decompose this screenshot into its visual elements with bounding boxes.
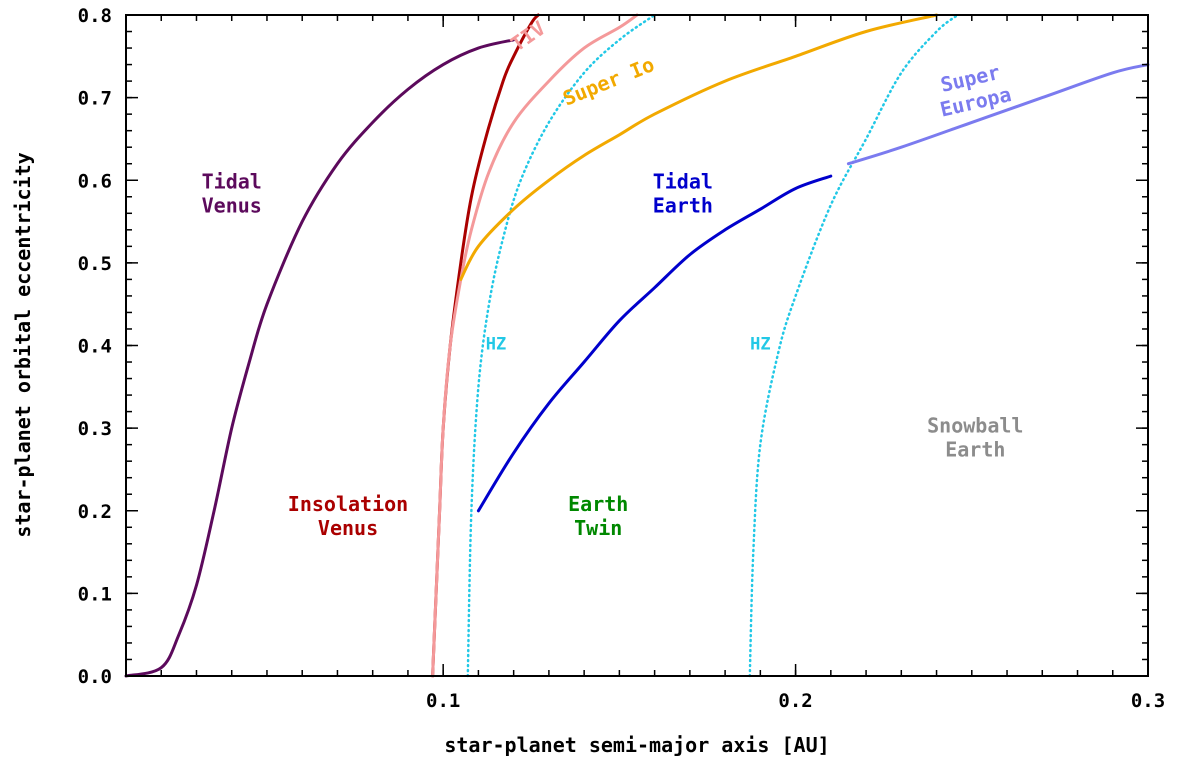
super-europa-curve: [846, 63, 1150, 166]
insolation-venus-label: Insolation Venus: [288, 492, 408, 540]
hz-inner-curve: [466, 13, 656, 678]
super-io-curve: [459, 13, 939, 281]
x-tick-label: 0.1: [426, 690, 460, 712]
y-tick-label: 0.2: [78, 501, 112, 523]
tidal-venus-curve: [124, 38, 516, 678]
hz-outer-label: HZ: [750, 335, 770, 355]
x-tick-label: 0.2: [778, 690, 812, 712]
tidal-venus-label: Tidal Venus: [202, 170, 262, 218]
y-tick-label: 0.0: [78, 666, 112, 688]
y-tick-label: 0.4: [78, 336, 112, 358]
hz-outer-curve: [748, 13, 959, 678]
super-io-label: Super Io: [559, 52, 657, 110]
y-tick-label: 0.8: [78, 5, 112, 27]
tiv-label: TIV: [506, 16, 549, 56]
y-tick-label: 0.5: [78, 253, 112, 275]
snowball-earth-label: Snowball Earth: [927, 413, 1023, 461]
y-tick-label: 0.1: [78, 583, 112, 605]
y-axis-label: star-planet orbital eccentricity: [11, 152, 35, 537]
tiv-curve: [431, 13, 639, 678]
y-tick-label: 0.6: [78, 170, 112, 192]
x-axis-label: star-planet semi-major axis [AU]: [444, 733, 829, 757]
curves-layer: [124, 13, 1150, 678]
y-tick-label: 0.7: [78, 88, 112, 110]
plot-frame: [125, 14, 1149, 677]
tidal-earth-curve: [476, 174, 833, 513]
tidal-earth-label: Tidal Earth: [653, 170, 713, 218]
x-tick-label: 0.3: [1131, 690, 1165, 712]
earth-twin-label: Earth Twin: [568, 492, 628, 540]
hz-inner-label: HZ: [486, 335, 506, 355]
y-tick-label: 0.3: [78, 418, 112, 440]
